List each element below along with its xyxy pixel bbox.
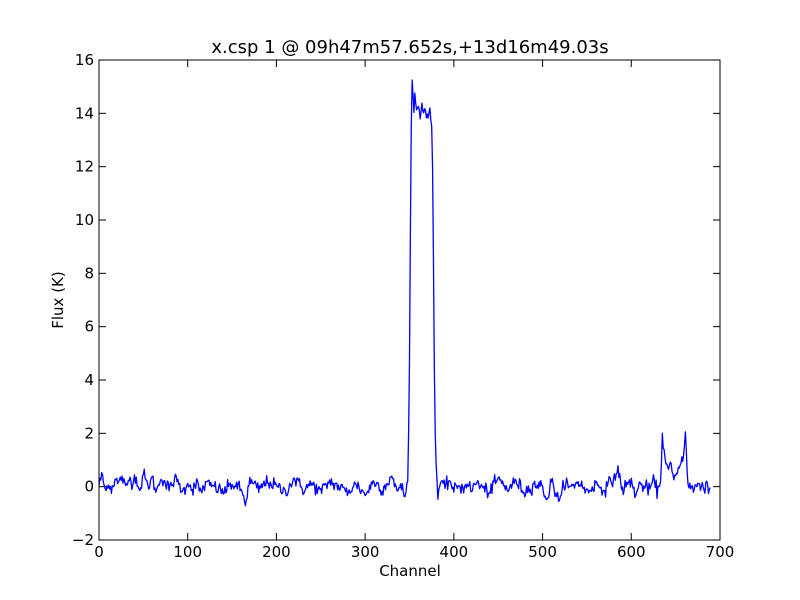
x-tick-label: 0 [94,543,104,561]
y-tick-label: 2 [84,424,94,442]
x-tick-label: 300 [351,543,380,561]
series-line [98,79,711,507]
y-tick-label: 8 [84,264,94,282]
x-tick-label: 600 [617,543,646,561]
x-axis-label: Channel [379,562,441,580]
y-tick-label: 0 [84,478,94,496]
y-tick-label: 10 [75,211,94,229]
x-tick-label: 100 [173,543,202,561]
chart-title: x.csp 1 @ 09h47m57.652s,+13d16m49.03s [211,37,608,58]
x-tick-label: 500 [528,543,557,561]
x-tick-label: 400 [440,543,469,561]
plot-frame [98,59,721,541]
y-tick-label: 6 [84,318,94,336]
y-tick-label: 4 [84,371,94,389]
y-tick-label: 14 [75,104,94,122]
y-tick-label: −2 [72,531,94,549]
y-axis-label: Flux (K) [49,271,67,329]
y-tick-label: 16 [75,51,94,69]
x-tick-label: 200 [262,543,291,561]
x-tick-label: 700 [706,543,735,561]
y-tick-label: 12 [75,158,94,176]
y-tick-labels: −2 0 2 4 6 8 10 12 14 16 [72,51,94,549]
x-tick-labels: 0 100 200 300 400 500 600 700 [94,543,734,561]
